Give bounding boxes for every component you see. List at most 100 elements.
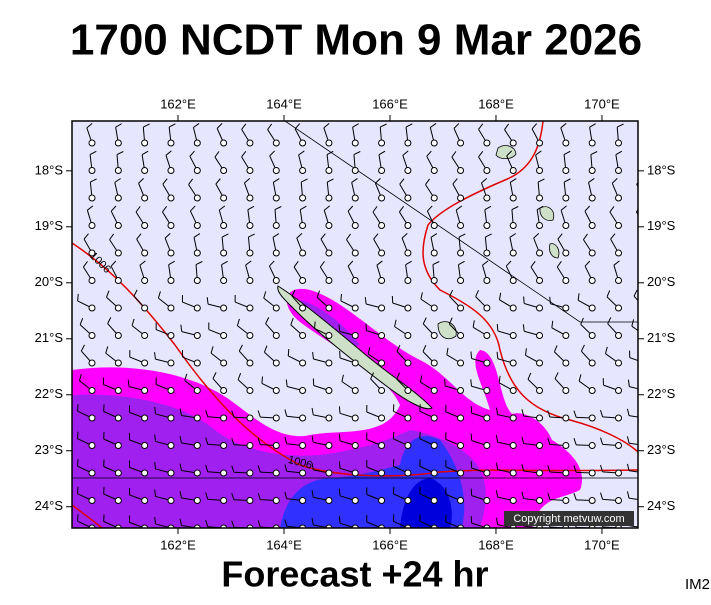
station (642, 360, 648, 366)
station (484, 195, 490, 201)
station (168, 470, 174, 476)
station (326, 195, 332, 201)
barb-staff (640, 155, 645, 170)
station (115, 498, 121, 504)
y-tick-label: 22°S (647, 386, 676, 401)
station (642, 195, 648, 201)
station (563, 195, 569, 201)
x-tick-label: 162°E (160, 537, 196, 552)
station (537, 498, 543, 504)
station (115, 140, 121, 146)
station (616, 498, 622, 504)
y-tick-label: 18°S (647, 162, 676, 177)
station (484, 278, 490, 284)
station (142, 388, 148, 394)
x-tick-label: 166°E (372, 96, 408, 111)
y-tick-label: 24°S (35, 498, 64, 513)
station (89, 168, 95, 174)
station (352, 415, 358, 421)
station (405, 360, 411, 366)
station (300, 168, 306, 174)
station (379, 223, 385, 229)
station (405, 333, 411, 339)
y-tick-label: 20°S (647, 274, 676, 289)
station (484, 305, 490, 311)
station (115, 333, 121, 339)
station (247, 223, 253, 229)
station (431, 278, 437, 284)
station (537, 168, 543, 174)
y-tick-label: 21°S (647, 330, 676, 345)
station (405, 443, 411, 449)
station (115, 305, 121, 311)
station (379, 250, 385, 256)
station (168, 278, 174, 284)
station (273, 470, 279, 476)
x-tick-label: 170°E (584, 537, 620, 552)
station (89, 278, 95, 284)
station (458, 333, 464, 339)
station (510, 195, 516, 201)
barb-flag (639, 233, 644, 238)
station (642, 140, 648, 146)
station (431, 333, 437, 339)
station (458, 223, 464, 229)
station (510, 360, 516, 366)
station (589, 470, 595, 476)
station (142, 443, 148, 449)
station (300, 498, 306, 504)
station (352, 278, 358, 284)
station (379, 415, 385, 421)
station (273, 140, 279, 146)
station (194, 305, 200, 311)
station (300, 305, 306, 311)
station (379, 388, 385, 394)
station (115, 360, 121, 366)
station (221, 168, 227, 174)
station (616, 360, 622, 366)
station (458, 360, 464, 366)
station (326, 305, 332, 311)
station (89, 498, 95, 504)
title: 1700 NCDT Mon 9 Mar 2026 (70, 16, 642, 65)
station (616, 305, 622, 311)
station (89, 388, 95, 394)
station (300, 140, 306, 146)
station (431, 168, 437, 174)
station (273, 250, 279, 256)
station (168, 443, 174, 449)
station (221, 140, 227, 146)
x-tick-label: 166°E (372, 537, 408, 552)
station (484, 388, 490, 394)
station (510, 470, 516, 476)
station (194, 223, 200, 229)
station (379, 443, 385, 449)
station (221, 195, 227, 201)
station (589, 333, 595, 339)
station (352, 498, 358, 504)
station (563, 470, 569, 476)
barb-staff (643, 265, 645, 281)
barb-flag (640, 151, 645, 155)
station (168, 250, 174, 256)
station (563, 250, 569, 256)
station (247, 140, 253, 146)
copyright: Copyright metvuw.com (513, 513, 624, 525)
station (300, 360, 306, 366)
station (484, 250, 490, 256)
station (510, 388, 516, 394)
station (458, 415, 464, 421)
station (458, 278, 464, 284)
y-tick-label: 23°S (647, 442, 676, 457)
station (89, 360, 95, 366)
station (379, 140, 385, 146)
station (563, 360, 569, 366)
station (221, 305, 227, 311)
station (589, 388, 595, 394)
station (142, 360, 148, 366)
station (300, 443, 306, 449)
station (510, 140, 516, 146)
station (589, 168, 595, 174)
station (537, 195, 543, 201)
